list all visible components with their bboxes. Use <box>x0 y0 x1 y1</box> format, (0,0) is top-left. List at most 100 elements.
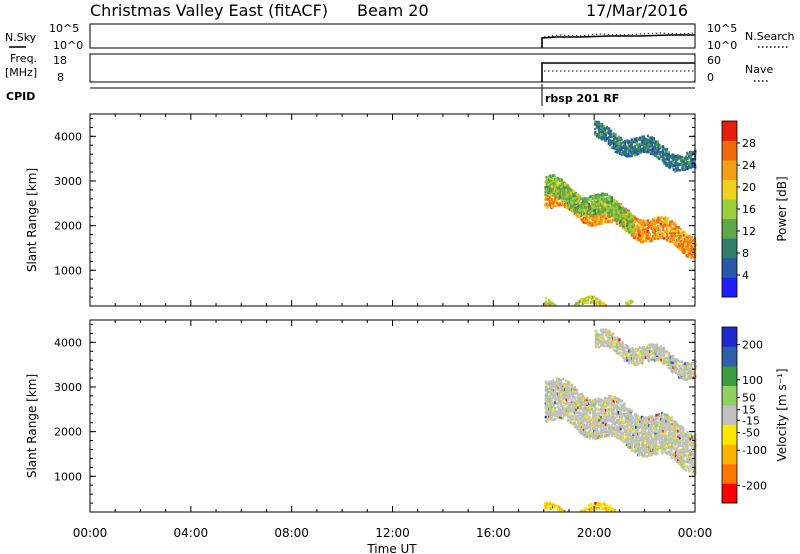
data-cell <box>667 227 670 231</box>
data-cell <box>606 200 609 203</box>
data-cell <box>602 217 605 221</box>
data-cell <box>655 429 658 432</box>
data-cell <box>623 151 626 155</box>
data-cell <box>685 254 688 257</box>
data-cell <box>556 187 559 190</box>
data-cell <box>574 423 578 427</box>
data-cell <box>647 453 651 457</box>
data-cell <box>691 451 694 455</box>
data-cell <box>625 415 628 419</box>
data-cell <box>637 436 641 439</box>
data-cell <box>684 162 687 165</box>
data-cell <box>545 191 548 195</box>
data-cell <box>593 204 596 208</box>
data-cell <box>578 400 581 403</box>
data-cell <box>655 345 659 349</box>
data-cell <box>606 397 609 400</box>
data-cell <box>605 216 608 220</box>
data-cell <box>628 220 631 224</box>
data-cell <box>626 301 629 305</box>
data-cell <box>683 249 687 253</box>
data-cell <box>633 356 636 360</box>
data-cell <box>623 142 626 145</box>
data-cell <box>672 153 675 157</box>
data-cell <box>617 208 620 211</box>
data-cell <box>611 213 614 216</box>
data-cell <box>625 407 628 411</box>
data-cell <box>664 357 667 360</box>
data-cell <box>647 141 650 145</box>
data-cell <box>561 377 565 381</box>
data-cell <box>575 193 579 196</box>
data-cell <box>680 376 683 380</box>
data-cell <box>552 198 555 201</box>
data-cell <box>580 432 583 435</box>
data-cell <box>668 358 671 361</box>
data-cell <box>618 343 621 346</box>
data-cell <box>635 443 638 446</box>
data-cell <box>652 235 655 238</box>
data-cell <box>544 415 547 419</box>
data-cell <box>674 367 677 370</box>
data-cell <box>665 440 668 444</box>
data-cell <box>584 396 587 400</box>
data-cell <box>674 164 677 167</box>
data-cell <box>641 143 644 146</box>
data-cell <box>676 167 679 170</box>
data-cell <box>550 188 553 191</box>
data-cell <box>603 197 606 201</box>
data-cell <box>625 154 628 158</box>
data-cell <box>689 157 693 161</box>
data-cell <box>610 139 613 143</box>
data-cell <box>669 416 672 419</box>
data-cell <box>570 416 573 419</box>
data-cell <box>628 224 631 227</box>
data-cell <box>609 344 612 347</box>
data-cell <box>573 390 576 393</box>
data-cell <box>612 399 615 403</box>
data-cell <box>565 202 568 206</box>
data-cell <box>666 228 669 231</box>
data-cell <box>680 458 683 462</box>
data-cell <box>628 437 631 440</box>
data-cell <box>647 451 651 455</box>
data-cell <box>627 442 630 445</box>
data-cell <box>617 420 620 423</box>
data-cell <box>676 426 679 429</box>
data-cell <box>552 190 555 193</box>
data-cell <box>598 131 601 134</box>
data-cell <box>550 177 553 180</box>
data-cell <box>647 424 651 427</box>
data-cell <box>680 456 683 459</box>
data-cell <box>659 345 662 348</box>
data-cell <box>684 446 688 450</box>
data-cell <box>562 382 565 386</box>
data-cell <box>654 420 657 423</box>
data-cell <box>553 384 557 388</box>
data-cell <box>610 209 613 212</box>
data-cell <box>562 393 565 396</box>
data-cell <box>556 204 559 207</box>
data-cell <box>548 380 552 384</box>
data-cell <box>654 219 657 223</box>
data-cell <box>646 345 649 349</box>
data-cell <box>643 239 646 243</box>
data-cell <box>628 410 631 413</box>
data-cell <box>580 396 584 399</box>
data-cell <box>691 471 694 475</box>
data-cell <box>568 415 571 419</box>
data-cell <box>680 425 683 429</box>
data-cell <box>641 345 644 349</box>
data-cell <box>688 160 691 164</box>
data-cell <box>639 420 642 424</box>
data-cell <box>617 400 620 403</box>
data-cell <box>654 221 657 225</box>
data-cell <box>623 139 626 143</box>
data-cell <box>579 217 582 220</box>
data-cell <box>613 200 616 204</box>
data-cell <box>623 421 626 425</box>
y-tick-label: 3000 <box>54 175 82 188</box>
data-cell <box>587 295 590 299</box>
data-cell <box>680 460 683 463</box>
data-cell <box>598 340 601 344</box>
